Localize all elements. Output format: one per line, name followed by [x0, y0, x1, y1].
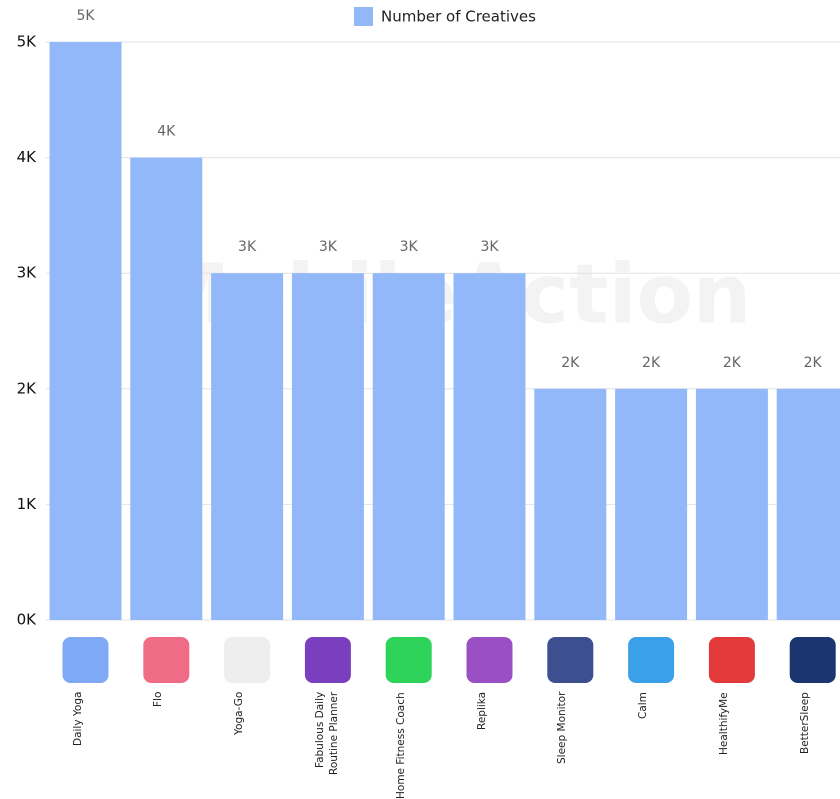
- value-label: 3K: [480, 239, 499, 255]
- app-icon: [789, 637, 836, 683]
- x-tick-label: HealthifyMe: [717, 692, 730, 755]
- legend-swatch: [354, 7, 373, 26]
- app-icon: [224, 637, 271, 683]
- app-icon: [385, 637, 432, 683]
- x-tick-label: Sleep Monitor: [556, 692, 569, 765]
- y-tick-label: 5K: [17, 33, 38, 51]
- value-label: 3K: [238, 239, 257, 255]
- bar: [615, 388, 688, 620]
- bar: [776, 388, 840, 620]
- bar: [453, 273, 526, 620]
- app-icon: [143, 637, 190, 683]
- bar: [695, 388, 768, 620]
- app-icon: [466, 637, 513, 683]
- x-tick-label: Home Fitness Coach: [394, 692, 407, 799]
- value-label: 2K: [804, 355, 823, 371]
- bar: [534, 388, 607, 620]
- y-tick-label: 4K: [17, 148, 38, 166]
- bar: [49, 42, 122, 620]
- x-tick-label: Calm: [637, 692, 650, 719]
- value-label: 2K: [561, 355, 580, 371]
- value-label: 5K: [76, 8, 95, 24]
- value-label: 3K: [319, 239, 338, 255]
- app-icon: [708, 637, 755, 683]
- value-label: 3K: [400, 239, 419, 255]
- app-icon: [628, 637, 675, 683]
- x-tick-label: Yoga-Go: [233, 692, 246, 736]
- legend-label: Number of Creatives: [381, 8, 536, 26]
- app-icon: [304, 637, 351, 683]
- app-icon: [62, 637, 109, 683]
- y-tick-label: 3K: [17, 264, 38, 282]
- value-label: 2K: [723, 355, 742, 371]
- x-tick-label: Flo: [152, 692, 165, 708]
- y-tick-label: 0K: [17, 611, 38, 629]
- bar: [372, 273, 445, 620]
- x-tick-label: Replika: [475, 692, 488, 731]
- bar: [130, 157, 203, 620]
- bar: [291, 273, 364, 620]
- app-icon: [547, 637, 594, 683]
- y-tick-label: 1K: [17, 495, 38, 513]
- value-label: 2K: [642, 355, 661, 371]
- x-tick-label: Fabulous Daily Routine Planner: [313, 692, 340, 776]
- y-tick-label: 2K: [17, 379, 38, 397]
- x-tick-label: BetterSleep: [798, 692, 811, 754]
- x-tick-label: Daily Yoga: [71, 692, 84, 747]
- bar: [211, 273, 284, 620]
- value-label: 4K: [157, 124, 176, 140]
